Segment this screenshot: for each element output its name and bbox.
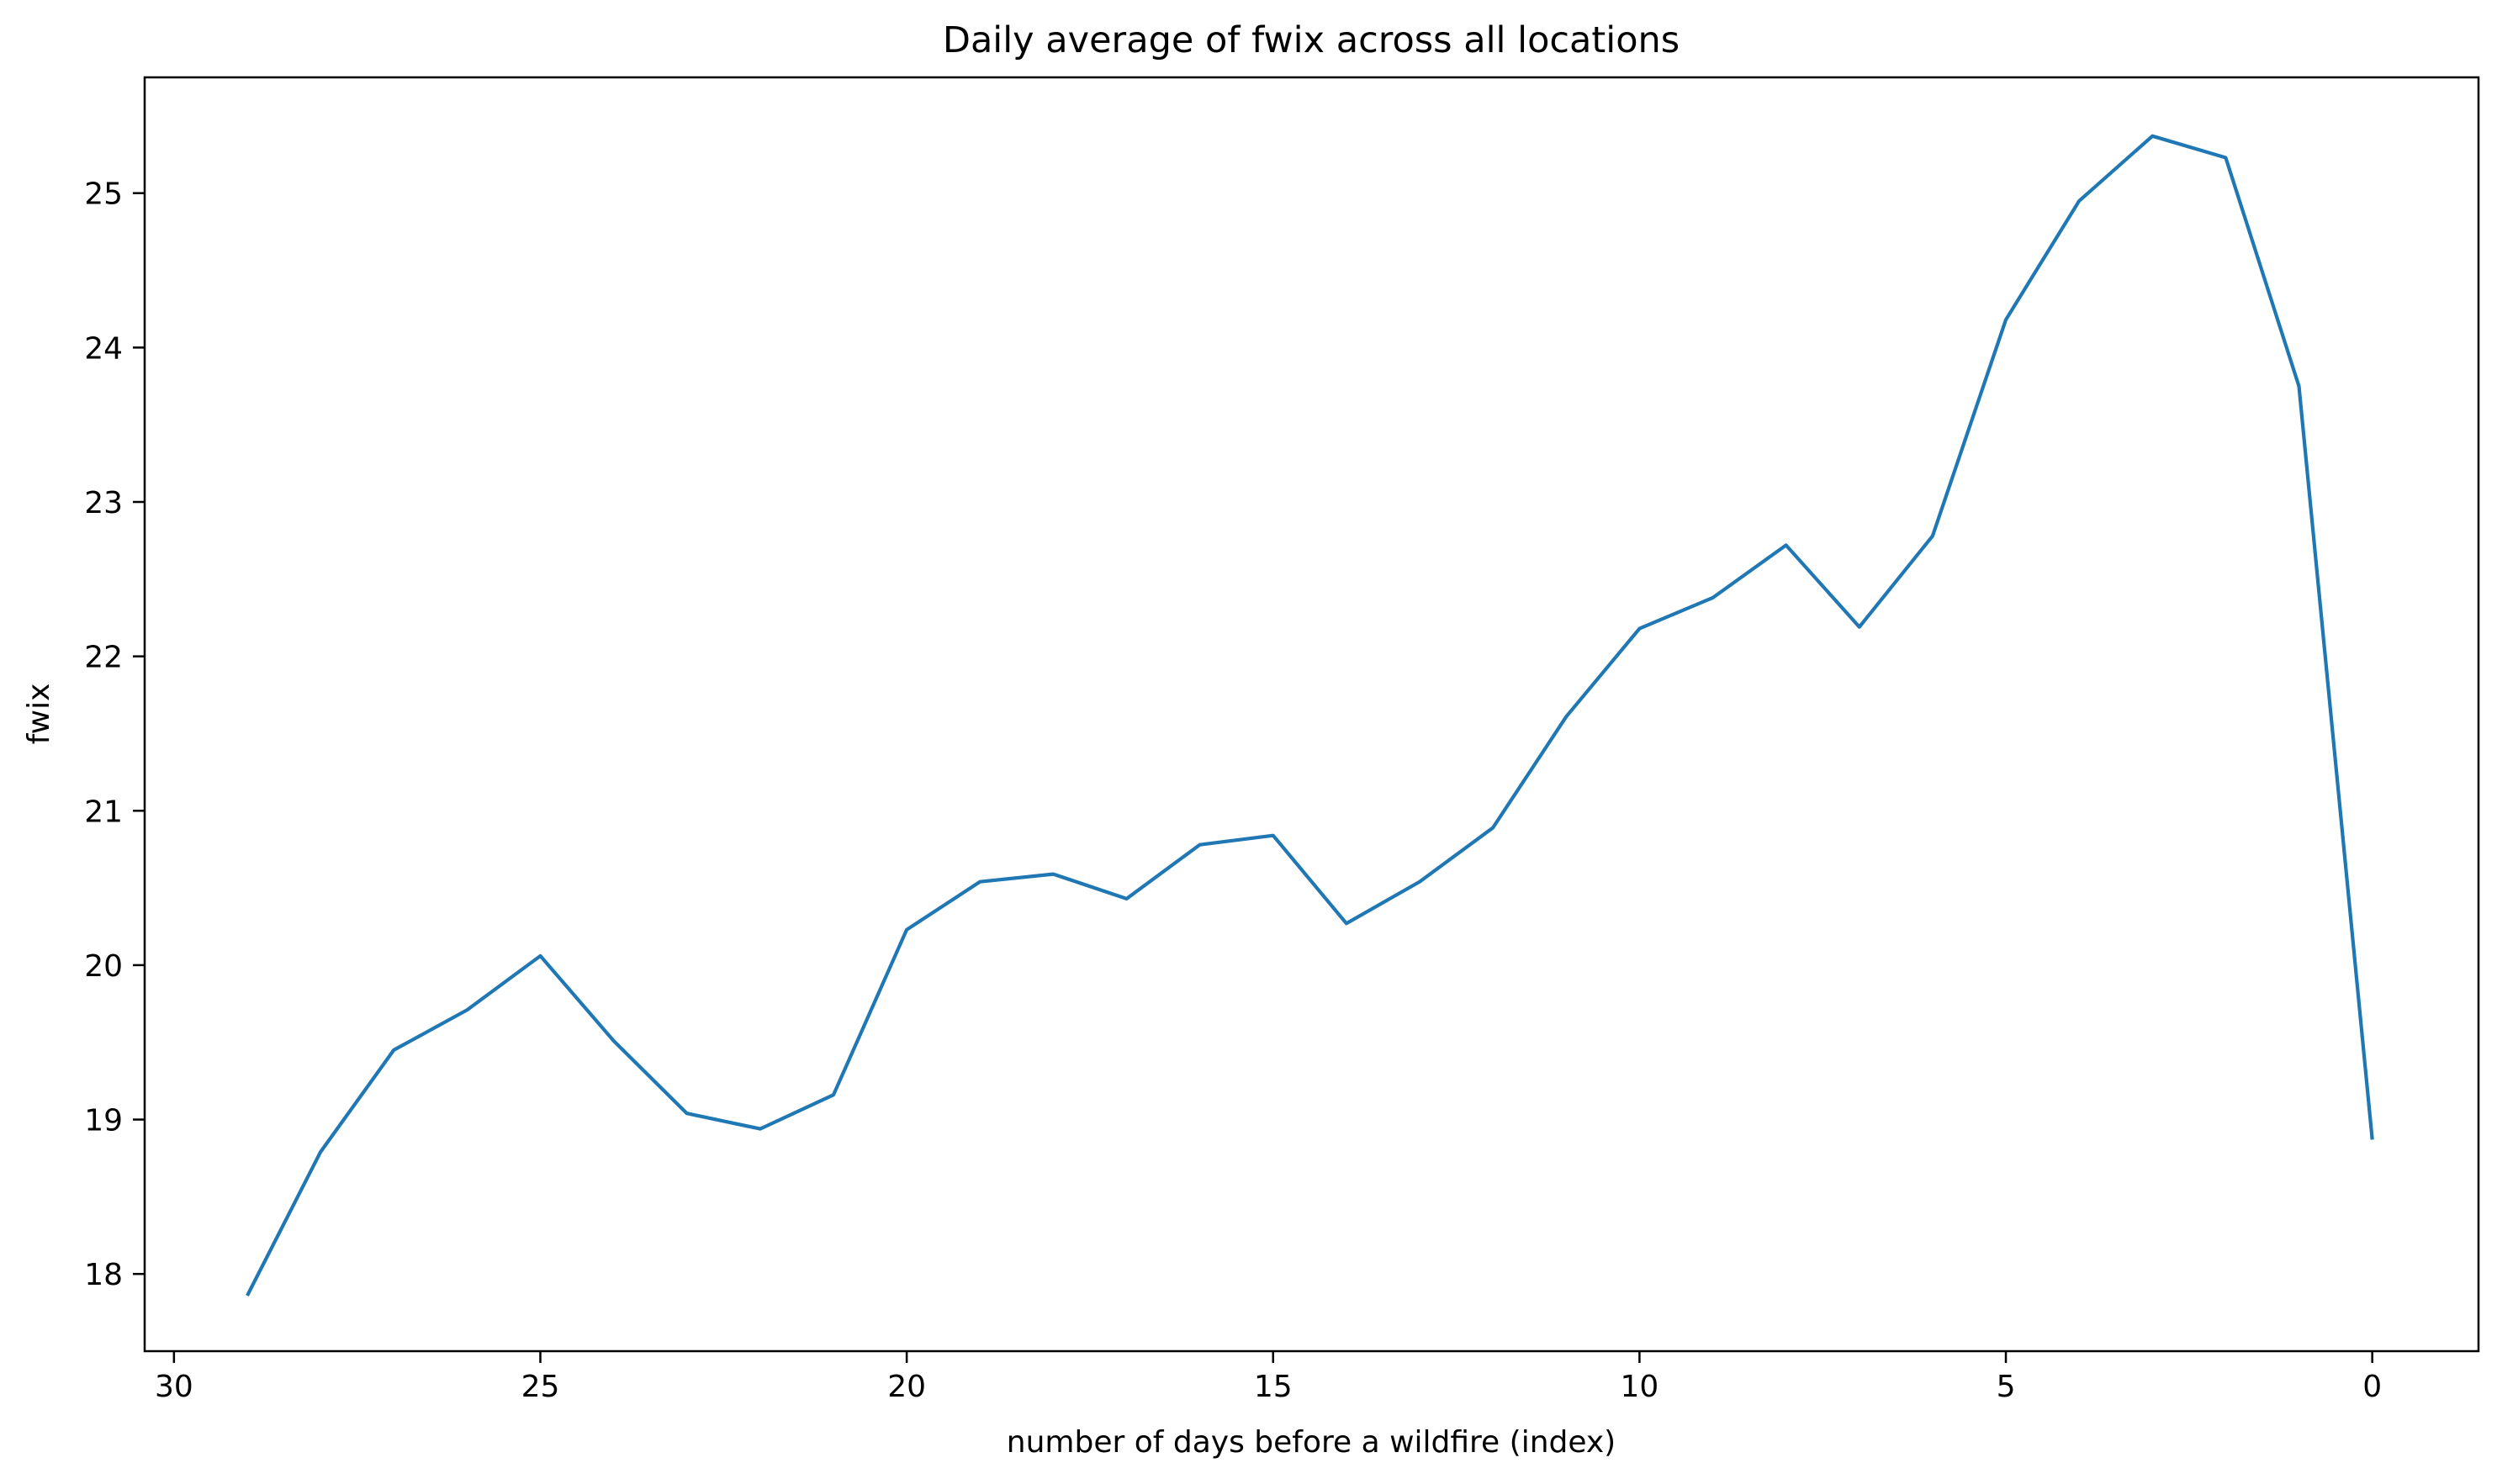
- chart-title: Daily average of fwix across all locatio…: [943, 19, 1680, 61]
- y-tick-label: 20: [84, 949, 123, 984]
- x-tick-label: 0: [2362, 1370, 2382, 1404]
- y-tick-label: 25: [84, 177, 123, 212]
- x-tick-label: 20: [887, 1370, 926, 1404]
- x-tick-label: 25: [521, 1370, 560, 1404]
- y-tick-label: 23: [84, 486, 123, 520]
- y-tick-label: 18: [84, 1258, 123, 1292]
- x-axis-label: number of days before a wildfire (index): [1007, 1425, 1616, 1460]
- plot-area: [246, 134, 2374, 1297]
- x-axis: 30 25 20 15 10 5 0: [155, 1351, 2382, 1404]
- x-tick-label: 30: [155, 1370, 193, 1404]
- y-axis: 18 19 20 21 22 23 24 25: [84, 177, 145, 1292]
- axes-frame: [143, 76, 2480, 1353]
- y-tick-label: 19: [84, 1104, 123, 1138]
- x-tick-label: 5: [1997, 1370, 2016, 1404]
- y-tick-label: 22: [84, 641, 123, 675]
- y-tick-label: 24: [84, 331, 123, 366]
- x-tick-label: 15: [1254, 1370, 1293, 1404]
- y-tick-label: 21: [84, 795, 123, 829]
- x-tick-label: 10: [1620, 1370, 1658, 1404]
- series-line-0: [246, 134, 2374, 1297]
- y-axis-label: fwix: [22, 684, 56, 745]
